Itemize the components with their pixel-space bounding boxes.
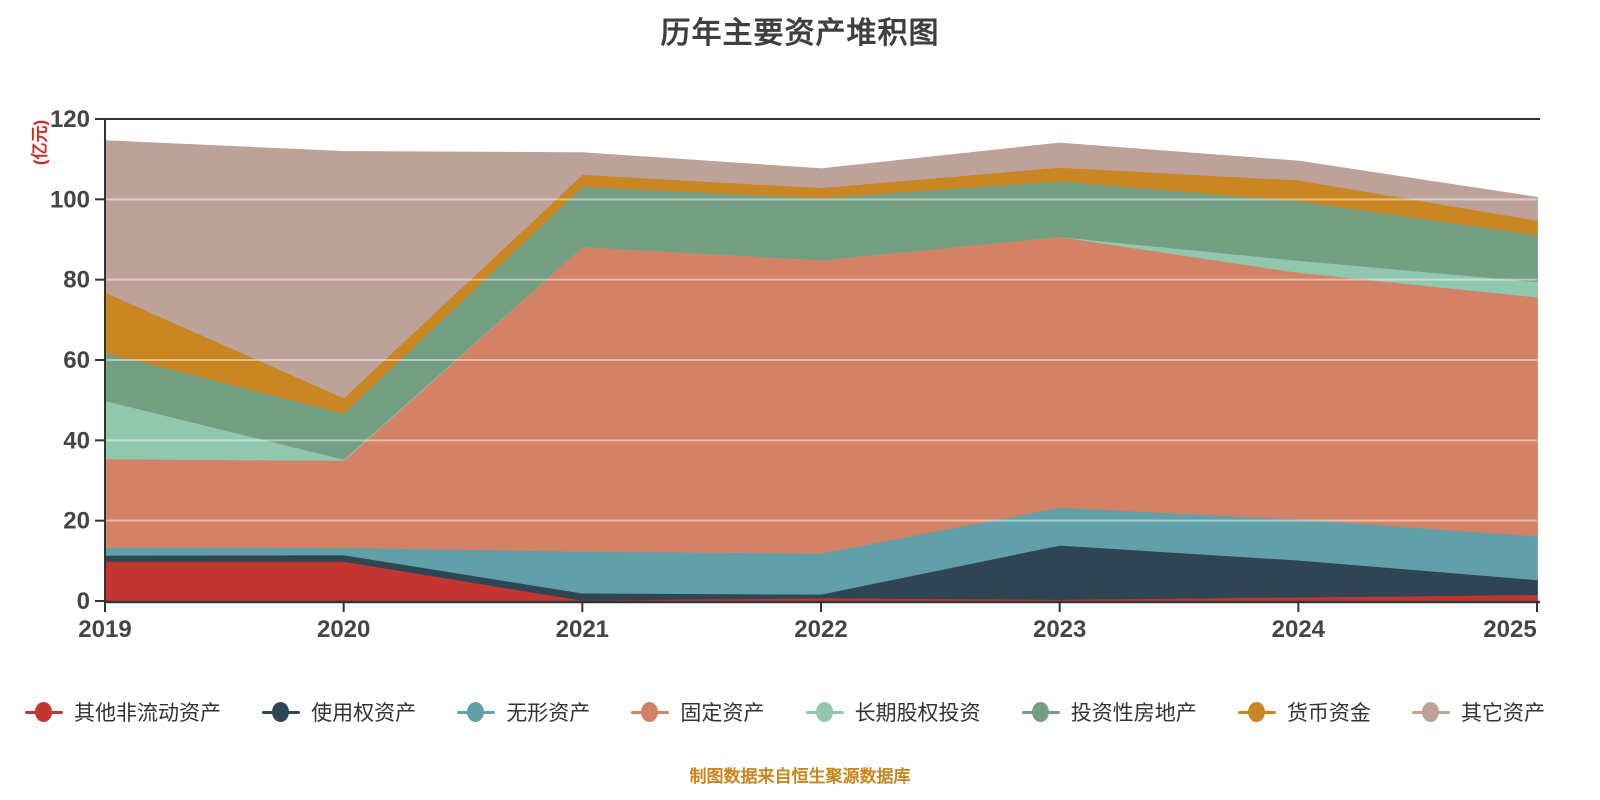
legend-label: 其它资产 <box>1460 702 1545 725</box>
legend-item-1[interactable]: 使用权资产 <box>262 697 416 727</box>
legend-item-3[interactable]: 固定资产 <box>631 697 764 727</box>
legend-marker-icon <box>1021 701 1060 723</box>
y-tick-label: 20 <box>63 508 90 535</box>
y-tick-label: 60 <box>63 347 90 374</box>
y-tick-label: 100 <box>50 186 90 213</box>
y-tick-label: 40 <box>63 427 90 454</box>
legend-label: 固定资产 <box>680 702 765 725</box>
legend-marker-icon <box>457 701 496 723</box>
x-tick-label: 2019 <box>78 616 131 643</box>
stacked-area-chart[interactable]: 0 20 40 60 80 100 120 2019 2020 2021 2022 2023 2024 2… <box>0 0 1600 690</box>
legend-marker-icon <box>1237 701 1276 723</box>
legend-label: 投资性房地产 <box>1070 702 1197 725</box>
legend-label: 货币资金 <box>1286 702 1371 725</box>
area-series-7 <box>104 140 1538 399</box>
legend-marker-icon <box>805 701 844 723</box>
x-tick-label: 2022 <box>794 616 847 643</box>
legend-item-5[interactable]: 投资性房地产 <box>1021 697 1197 727</box>
x-tick-label: 2024 <box>1272 616 1326 643</box>
legend-marker-icon <box>25 701 63 723</box>
legend-item-6[interactable]: 货币资金 <box>1237 697 1371 727</box>
y-tick-label: 0 <box>77 588 90 615</box>
x-tick-label: 2025 <box>1483 616 1536 643</box>
x-tick-label: 2023 <box>1033 616 1086 643</box>
x-tick-label: 2020 <box>317 616 370 643</box>
legend-label: 长期股权投资 <box>854 702 981 725</box>
y-tick-label: 120 <box>50 106 90 133</box>
x-tick-label: 2021 <box>556 616 609 643</box>
y-tick-label: 80 <box>63 267 90 294</box>
chart-legend: 其他非流动资产 使用权资产 无形资产 固定资产 长期股权投资 投资性房地产 货币资金 其它资产 <box>0 697 1600 727</box>
legend-label: 无形资产 <box>506 702 591 725</box>
legend-marker-icon <box>631 701 670 723</box>
footer-note: 制图数据来自恒生聚源数据库 <box>689 767 911 786</box>
legend-item-7[interactable]: 其它资产 <box>1411 697 1545 727</box>
page-title: 历年主要资产堆积图 <box>660 17 940 50</box>
legend-marker-icon <box>1411 701 1450 723</box>
legend-item-2[interactable]: 无形资产 <box>457 697 590 727</box>
legend-label: 使用权资产 <box>311 702 417 725</box>
legend-item-0[interactable]: 其他非流动资产 <box>25 697 221 727</box>
legend-label: 其他非流动资产 <box>74 702 221 725</box>
legend-marker-icon <box>262 701 301 723</box>
legend-item-4[interactable]: 长期股权投资 <box>805 697 981 727</box>
